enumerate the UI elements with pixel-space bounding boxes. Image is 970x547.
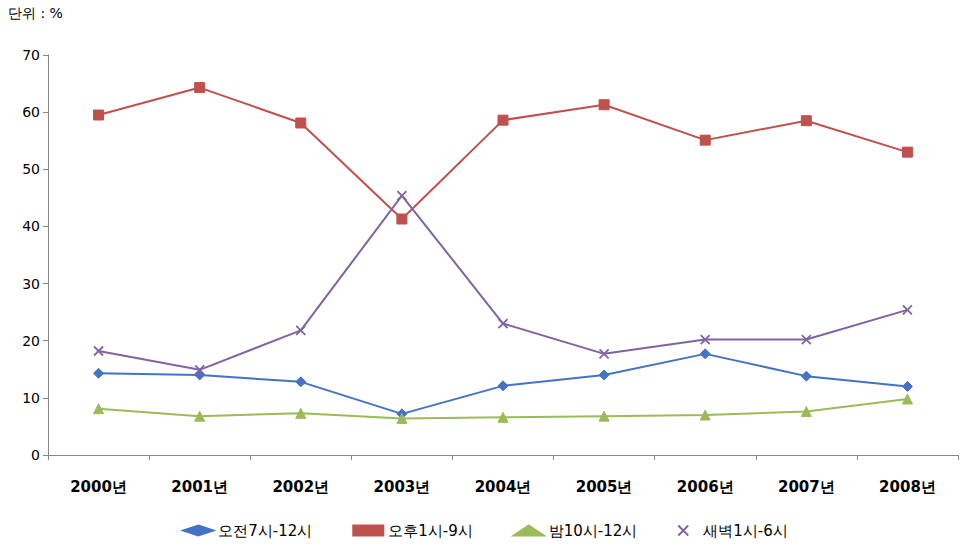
svg-text:2007년: 2007년	[778, 478, 835, 496]
svg-text:2006년: 2006년	[677, 478, 734, 496]
svg-text:단위 : %: 단위 : %	[8, 5, 63, 21]
svg-text:60: 60	[22, 104, 40, 120]
svg-text:밤10시-12시: 밤10시-12시	[549, 522, 638, 540]
svg-text:2004년: 2004년	[475, 478, 532, 496]
svg-text:2001년: 2001년	[171, 478, 228, 496]
svg-text:2002년: 2002년	[272, 478, 329, 496]
svg-text:10: 10	[22, 390, 40, 406]
svg-text:0: 0	[31, 447, 40, 463]
svg-text:오전7시-12시: 오전7시-12시	[218, 522, 312, 540]
svg-text:새벽1시-6시: 새벽1시-6시	[703, 522, 788, 540]
svg-text:20: 20	[22, 333, 40, 349]
svg-text:50: 50	[22, 161, 40, 177]
svg-text:오후1시-9시: 오후1시-9시	[388, 522, 473, 540]
svg-text:30: 30	[22, 276, 40, 292]
svg-text:40: 40	[22, 218, 40, 234]
svg-text:2005년: 2005년	[576, 478, 633, 496]
svg-text:2000년: 2000년	[70, 478, 127, 496]
svg-text:2003년: 2003년	[374, 478, 431, 496]
svg-text:70: 70	[22, 47, 40, 63]
svg-text:2008년: 2008년	[879, 478, 936, 496]
